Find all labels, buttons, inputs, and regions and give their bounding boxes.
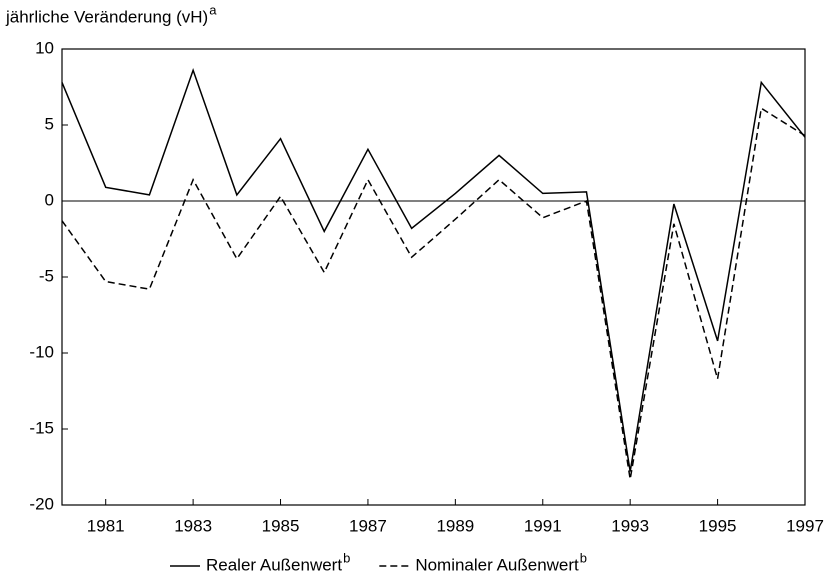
x-tick-label: 1993 bbox=[611, 516, 649, 535]
x-tick-label: 1987 bbox=[349, 516, 387, 535]
y-axis-label-note: a bbox=[209, 2, 217, 17]
y-axis-label: jährliche Veränderung (vH) bbox=[5, 7, 208, 26]
x-tick-label: 1995 bbox=[699, 516, 737, 535]
x-tick-label: 1991 bbox=[524, 516, 562, 535]
x-tick-label: 1985 bbox=[262, 516, 300, 535]
legend-note: b bbox=[343, 550, 350, 565]
y-tick-label: -10 bbox=[29, 342, 54, 361]
y-tick-label: 0 bbox=[45, 190, 54, 209]
x-tick-label: 1983 bbox=[174, 516, 212, 535]
x-tick-label: 1981 bbox=[87, 516, 125, 535]
y-tick-label: 10 bbox=[35, 38, 54, 57]
x-tick-label: 1989 bbox=[436, 516, 474, 535]
series-line bbox=[61, 68, 806, 472]
series-line bbox=[61, 107, 806, 480]
x-tick-label: 1997 bbox=[786, 516, 824, 535]
y-tick-label: -15 bbox=[29, 418, 54, 437]
legend-label: Realer Außenwert bbox=[206, 555, 342, 574]
plot-frame bbox=[61, 48, 806, 506]
y-tick-label: 5 bbox=[45, 114, 54, 133]
y-tick-label: -5 bbox=[39, 266, 54, 285]
legend-note: b bbox=[580, 550, 587, 565]
y-tick-label: -20 bbox=[29, 494, 54, 513]
legend-label: Nominaler Außenwert bbox=[415, 555, 579, 574]
